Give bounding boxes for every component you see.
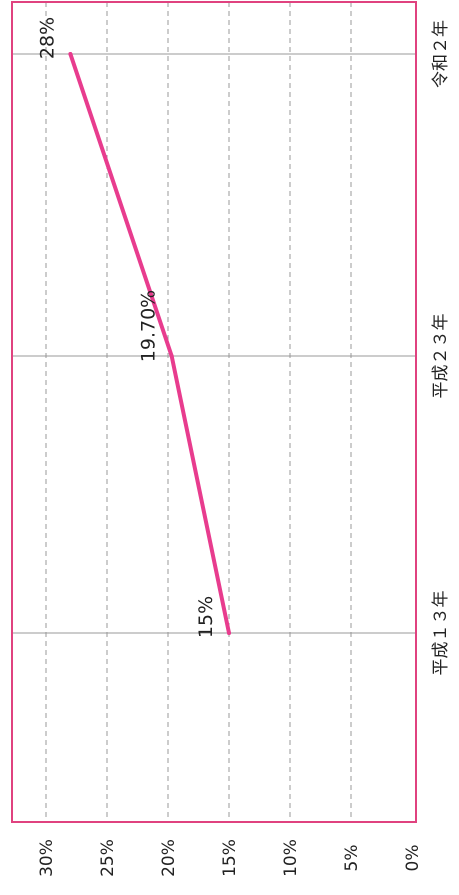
- value-axis-ticks: 0% 5% 10% 15% 20% 25% 30%: [37, 839, 423, 877]
- svg-text:平成１３年: 平成１３年: [431, 591, 451, 676]
- value-tick-label: 10%: [281, 839, 301, 877]
- svg-text:20%: 20%: [159, 839, 179, 877]
- svg-text:19.70%: 19.70%: [138, 290, 160, 362]
- value-tick-label: 25%: [98, 839, 118, 877]
- series-layer: [68, 52, 231, 635]
- value-tick-label: 20%: [159, 839, 179, 877]
- svg-text:15%: 15%: [220, 839, 240, 877]
- value-tick-label: 0%: [403, 845, 423, 872]
- category-label: 平成２３年: [431, 314, 451, 399]
- svg-text:令和２年: 令和２年: [431, 20, 451, 88]
- data-label: 15%: [195, 596, 217, 638]
- svg-text:0%: 0%: [403, 845, 423, 872]
- svg-text:5%: 5%: [342, 845, 362, 872]
- svg-text:28%: 28%: [36, 17, 58, 59]
- plot-frame: [11, 1, 417, 823]
- data-labels: 15% 19.70% 28%: [36, 17, 217, 638]
- svg-text:30%: 30%: [37, 839, 57, 877]
- data-point: [68, 52, 73, 56]
- data-point: [169, 354, 174, 358]
- value-tick-label: 15%: [220, 839, 240, 877]
- category-axis-labels: 平成１３年 平成２３年 令和２年: [431, 20, 451, 676]
- svg-text:平成２３年: 平成２３年: [431, 314, 451, 399]
- grid-layer: [12, 2, 416, 822]
- data-label: 28%: [36, 17, 58, 59]
- svg-text:25%: 25%: [98, 839, 118, 877]
- category-label: 平成１３年: [431, 591, 451, 676]
- data-label: 19.70%: [138, 290, 160, 362]
- value-tick-label: 30%: [37, 839, 57, 877]
- category-label: 令和２年: [431, 20, 451, 88]
- svg-text:10%: 10%: [281, 839, 301, 877]
- data-point: [227, 631, 231, 635]
- value-tick-label: 5%: [342, 845, 362, 872]
- svg-text:15%: 15%: [195, 596, 217, 638]
